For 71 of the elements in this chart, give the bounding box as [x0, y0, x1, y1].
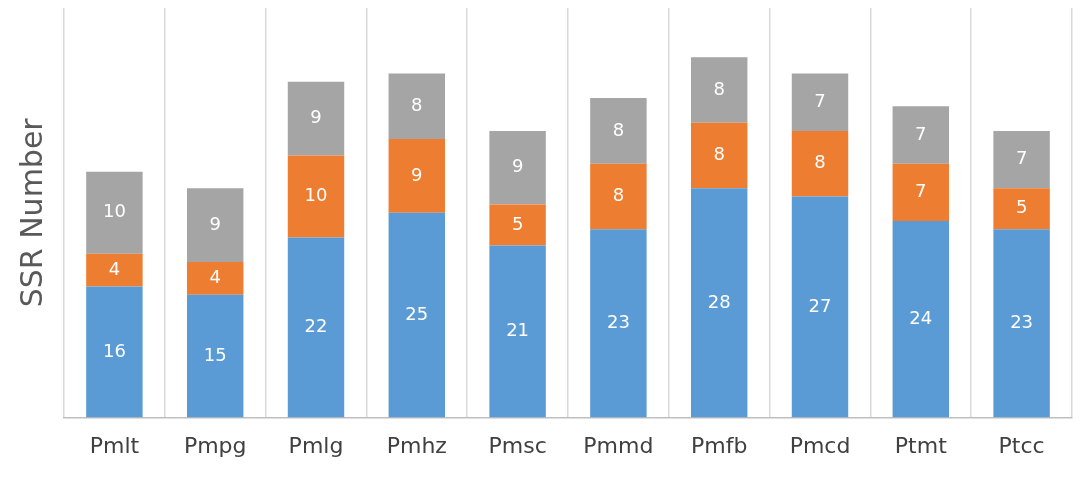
y-axis-title: SSR Number — [13, 117, 49, 308]
bar — [186, 294, 244, 418]
x-tick-label: Pmmd — [583, 432, 654, 458]
x-tick-label: Ptcc — [998, 432, 1045, 458]
bar — [590, 229, 647, 418]
data-label: 8 — [612, 118, 625, 140]
data-label: 10 — [304, 184, 328, 206]
bar — [791, 130, 849, 197]
bar — [892, 163, 950, 221]
bar — [791, 73, 849, 131]
bar — [287, 237, 345, 418]
x-tick-label: Pmsc — [488, 432, 547, 458]
bar — [993, 188, 1050, 230]
data-label: 15 — [203, 343, 227, 365]
bar — [287, 81, 345, 156]
data-label: 28 — [707, 290, 731, 312]
x-tick-label: Pmfb — [690, 432, 748, 458]
x-tick-label: Pmlt — [89, 432, 140, 458]
bar — [590, 163, 647, 230]
data-label: 9 — [310, 106, 322, 128]
data-label: 8 — [713, 143, 725, 165]
bar — [489, 204, 546, 246]
data-label: 7 — [814, 89, 826, 111]
data-label: 7 — [915, 179, 927, 201]
data-label: 4 — [108, 257, 121, 279]
bar — [892, 220, 950, 418]
data-label: 8 — [411, 93, 423, 115]
data-label: 5 — [511, 212, 524, 234]
data-label: 4 — [209, 266, 221, 288]
bar — [489, 245, 546, 418]
data-label: 7 — [915, 122, 927, 144]
bar — [86, 286, 143, 418]
data-label: 24 — [909, 306, 933, 328]
bar — [86, 171, 143, 254]
bar — [993, 130, 1050, 189]
bar — [590, 98, 647, 164]
x-tick-label: Pmcd — [789, 432, 851, 458]
bar — [489, 130, 546, 205]
bar — [690, 57, 748, 123]
bar — [186, 188, 244, 262]
x-tick-label: Pmhz — [386, 432, 447, 458]
data-label: 22 — [304, 315, 328, 337]
bar — [388, 139, 446, 213]
data-label: 8 — [713, 77, 725, 99]
data-label: 9 — [411, 163, 423, 185]
x-tick-label: Ptmt — [894, 432, 948, 458]
data-label: 10 — [102, 200, 126, 222]
data-label: 21 — [506, 319, 530, 341]
data-label: 8 — [612, 184, 625, 206]
data-label: 8 — [814, 151, 826, 173]
bar — [86, 253, 143, 287]
bar — [892, 106, 950, 164]
data-label: 25 — [405, 302, 429, 324]
data-label: 5 — [1015, 196, 1028, 218]
data-label: 9 — [511, 155, 524, 177]
data-label: 7 — [1015, 147, 1028, 169]
x-tick-label: Pmpg — [183, 432, 247, 458]
bar — [287, 155, 345, 238]
bar — [791, 196, 849, 418]
data-label: 23 — [1010, 311, 1034, 333]
bar — [186, 261, 244, 295]
data-label: 16 — [102, 339, 126, 361]
bar — [690, 122, 748, 189]
data-label: 27 — [808, 294, 832, 316]
bar — [993, 229, 1050, 418]
bar — [690, 188, 748, 418]
x-tick-label: Pmlg — [288, 432, 344, 458]
data-label: 9 — [209, 212, 221, 234]
bar — [388, 212, 446, 418]
data-label: 23 — [606, 311, 630, 333]
bar — [388, 73, 446, 140]
